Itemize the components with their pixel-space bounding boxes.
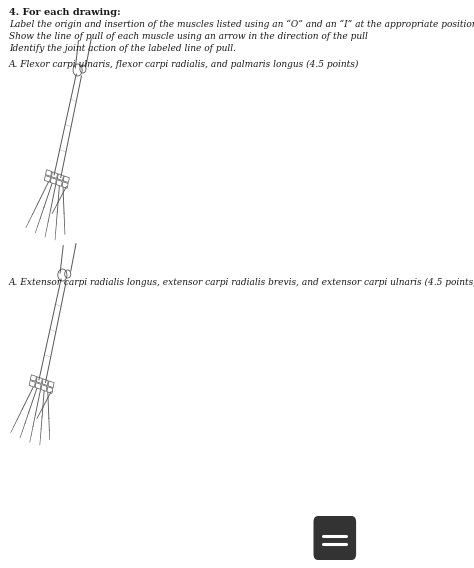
Bar (52, 172, 57, 178)
Bar (47, 387, 53, 394)
Bar (56, 179, 62, 186)
Bar (41, 385, 47, 391)
FancyBboxPatch shape (313, 516, 356, 560)
Text: Label the origin and insertion of the muscles listed using an “O” and an “I” at : Label the origin and insertion of the mu… (9, 20, 474, 30)
Bar (57, 174, 64, 181)
Bar (30, 375, 36, 381)
Text: Identify the joint action of the labeled line of pull.: Identify the joint action of the labeled… (9, 44, 236, 53)
Bar (63, 176, 69, 182)
Text: A. Extensor carpi radialis longus, extensor carpi radialis brevis, and extensor : A. Extensor carpi radialis longus, exten… (9, 278, 474, 287)
Bar (42, 379, 48, 386)
Bar (48, 381, 54, 387)
Bar (29, 381, 35, 387)
Bar (62, 182, 68, 189)
Bar (36, 377, 42, 383)
Bar (45, 176, 51, 182)
Text: A. Flexor carpi ulnaris, flexor carpi radialis, and palmaris longus (4.5 points): A. Flexor carpi ulnaris, flexor carpi ra… (9, 60, 359, 69)
Bar (35, 383, 41, 389)
Bar (46, 170, 52, 177)
Bar (50, 178, 56, 184)
Text: 4. For each drawing:: 4. For each drawing: (9, 8, 121, 17)
Text: Show the line of pull of each muscle using an arrow in the direction of the pull: Show the line of pull of each muscle usi… (9, 32, 368, 41)
